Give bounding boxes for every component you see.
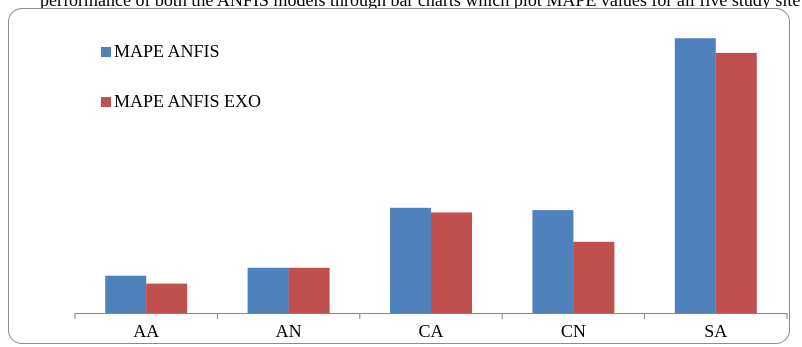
legend-swatch-series-2: [101, 97, 111, 107]
x-axis-ticks: [74, 313, 788, 319]
page-top-text: performance of both the ANFIS models thr…: [40, 0, 800, 10]
bar-aa-series-1: [105, 275, 147, 313]
bar-an-series-2: [288, 267, 330, 313]
legend-swatch-series-1: [101, 47, 111, 57]
x-axis-tick-labels: AA AN CA CN SA: [133, 321, 727, 341]
bar-cn-series-1: [532, 210, 574, 313]
bar-an-series-1: [247, 267, 289, 313]
x-tick-label-an: AN: [276, 321, 302, 341]
x-tick-label-cn: CN: [561, 321, 586, 341]
legend-label-series-2: MAPE ANFIS EXO: [114, 91, 261, 111]
bar-sa-series-1: [674, 38, 716, 313]
bar-ca-series-2: [431, 212, 472, 313]
legend-label-series-1: MAPE ANFIS: [114, 41, 220, 61]
bar-sa-series-2: [715, 52, 757, 314]
bar-ca-series-1: [390, 207, 431, 313]
chart-legend: MAPE ANFIS MAPE ANFIS EXO: [101, 41, 261, 111]
x-tick-label-ca: CA: [418, 321, 443, 341]
chart-bars: [105, 38, 757, 314]
x-tick-label-aa: AA: [133, 321, 159, 341]
x-tick-label-sa: SA: [704, 321, 727, 341]
bar-aa-series-2: [146, 283, 188, 313]
bar-cn-series-2: [573, 241, 615, 313]
